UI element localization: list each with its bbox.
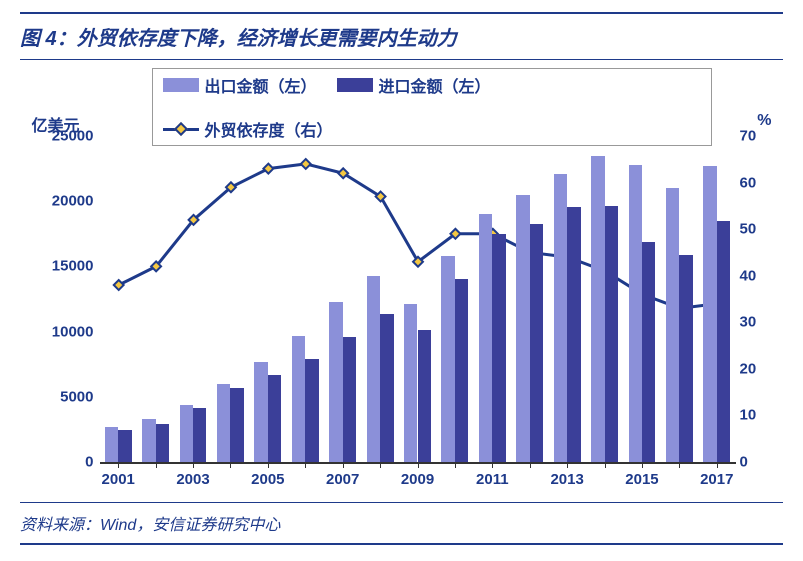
- y-left-tick: 5000: [40, 388, 94, 405]
- y-right-tick: 30: [740, 314, 770, 331]
- bar-import: [492, 234, 505, 462]
- bar-import: [679, 255, 692, 462]
- source-footer: 资料来源：Wind，安信证券研究中心: [20, 517, 280, 534]
- bar-export: [479, 214, 492, 462]
- bar-import: [530, 224, 543, 462]
- footer-bar: 资料来源：Wind，安信证券研究中心: [20, 502, 783, 545]
- y-right-tick: 20: [740, 360, 770, 377]
- bar-export: [329, 302, 342, 462]
- bar-export: [292, 336, 305, 462]
- y-right-tick: 60: [740, 174, 770, 191]
- bar-export: [666, 188, 679, 462]
- bar-import: [193, 408, 206, 462]
- dependency-marker: [263, 164, 273, 174]
- bar-import: [605, 206, 618, 462]
- dependency-marker: [300, 159, 310, 169]
- bar-export: [516, 195, 529, 462]
- figure-container: 图 4：外贸依存度下降，经济增长更需要内生动力 出口金额（左） 进口金额（左） …: [0, 0, 803, 561]
- x-tick: 2003: [176, 471, 209, 488]
- bar-export: [254, 362, 267, 462]
- y-left-tick: 0: [40, 454, 94, 471]
- title-text: 外贸依存度下降，经济增长更需要内生动力: [77, 28, 457, 50]
- bar-import: [118, 430, 131, 462]
- bar-export: [591, 156, 604, 462]
- bar-import: [455, 279, 468, 462]
- dependency-line: [118, 164, 717, 308]
- bar-import: [642, 242, 655, 462]
- x-tick: 2007: [326, 471, 359, 488]
- bar-export: [441, 256, 454, 462]
- y-right-tick: 0: [740, 454, 770, 471]
- chart-area: 出口金额（左） 进口金额（左） 外贸依存度（右） 亿美元 % 050001000…: [32, 68, 772, 498]
- bar-import: [717, 221, 730, 462]
- bar-import: [305, 359, 318, 462]
- legend-item-export: 出口金额（左）: [163, 73, 317, 97]
- x-tick: 2009: [401, 471, 434, 488]
- legend-item-import: 进口金额（左）: [337, 73, 491, 97]
- bar-export: [105, 427, 118, 462]
- bar-import: [230, 388, 243, 462]
- bar-export: [554, 174, 567, 462]
- x-tick: 2011: [476, 471, 509, 488]
- bar-export: [703, 166, 716, 462]
- bar-export: [629, 165, 642, 462]
- y-right-tick: 50: [740, 221, 770, 238]
- bar-import: [343, 337, 356, 462]
- y-right-tick: 70: [740, 128, 770, 145]
- bar-import: [380, 314, 393, 462]
- legend-swatch-export: [163, 78, 199, 92]
- title-bar: 图 4：外贸依存度下降，经济增长更需要内生动力: [20, 12, 783, 60]
- x-tick: 2015: [625, 471, 658, 488]
- figure-title: 图 4：外贸依存度下降，经济增长更需要内生动力: [20, 28, 457, 50]
- bar-import: [268, 375, 281, 462]
- y-left-tick: 20000: [40, 193, 94, 210]
- bar-import: [567, 207, 580, 462]
- title-prefix: 图 4：: [20, 28, 77, 50]
- y-left-tick: 10000: [40, 323, 94, 340]
- y-left-tick: 15000: [40, 258, 94, 275]
- legend-swatch-import: [337, 78, 373, 92]
- x-tick: 2005: [251, 471, 284, 488]
- bar-export: [142, 419, 155, 462]
- x-tick: 2013: [550, 471, 583, 488]
- bar-import: [156, 424, 169, 462]
- legend-label-import: 进口金额（左）: [379, 73, 491, 97]
- bar-import: [418, 330, 431, 462]
- y-right-tick: 10: [740, 407, 770, 424]
- bar-export: [180, 405, 193, 462]
- legend-marker-dependency: [163, 122, 199, 136]
- legend: 出口金额（左） 进口金额（左） 外贸依存度（右）: [152, 68, 712, 146]
- x-tick: 2001: [102, 471, 135, 488]
- y-right-tick: 40: [740, 267, 770, 284]
- bar-export: [217, 384, 230, 462]
- legend-label-export: 出口金额（左）: [205, 73, 317, 97]
- dependency-marker: [113, 280, 123, 290]
- bar-export: [404, 304, 417, 462]
- plot-region: 0500010000150002000025000010203040506070…: [100, 136, 736, 464]
- bar-export: [367, 276, 380, 462]
- x-tick: 2017: [700, 471, 733, 488]
- y-left-tick: 25000: [40, 128, 94, 145]
